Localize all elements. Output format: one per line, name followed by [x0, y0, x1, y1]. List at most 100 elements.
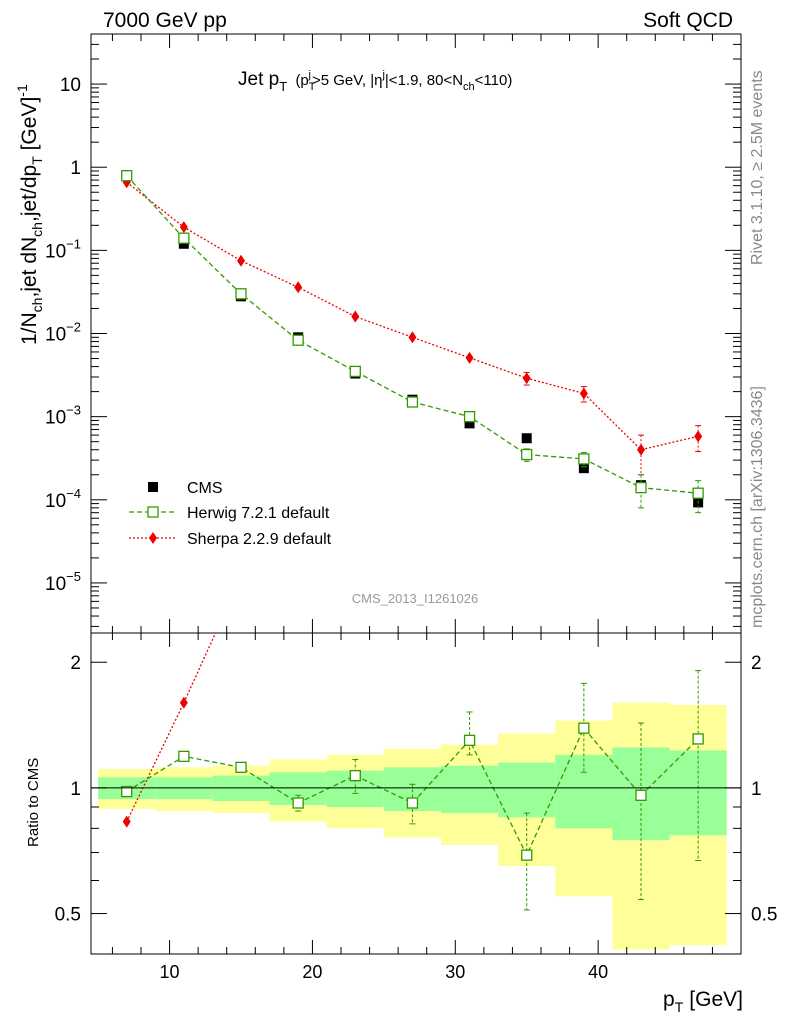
band-inner-bin — [441, 765, 499, 814]
herwig-ratio-point — [235, 761, 247, 773]
sherpa-line — [126, 181, 699, 451]
herwig-ratio-point — [121, 785, 133, 798]
y-tick-label: 10 — [60, 75, 81, 96]
xlabel-unit: [GeV] — [689, 988, 743, 1011]
herwig-ratio-point — [521, 849, 533, 861]
sherpa-ratio-point — [179, 696, 188, 709]
band-inner-bin — [555, 754, 613, 829]
ratio-bands — [98, 702, 727, 950]
ratio-y-label: Ratio to CMS — [25, 758, 42, 847]
herwig-ratio-point — [292, 797, 304, 809]
legend-mark-sherpa — [149, 532, 157, 544]
herwig-point — [692, 487, 704, 499]
herwig-ratio-line — [126, 726, 699, 857]
herwig-ratio-point — [635, 789, 647, 801]
cms-point — [578, 463, 589, 474]
sherpa-point — [694, 430, 703, 443]
legend-marks — [129, 482, 177, 544]
herwig-ratio-point — [349, 769, 361, 782]
legend-mark-cms — [148, 482, 158, 492]
ylabel-c-sub: T — [29, 156, 45, 165]
xlabel-sub: T — [675, 999, 684, 1015]
y-tick-label: 10−5 — [45, 569, 81, 595]
axes: 10 20 30 40 10 1 10−1 10−2 10−3 10−4 10−5 2 2 1 1 0.5 0.… — [45, 33, 777, 982]
herwig-point — [121, 170, 133, 182]
ratio-tick-label-right: 1 — [751, 779, 762, 800]
y-axis-label: 1/Nch,jet dNch,jet/dpT [GeV]-1 — [14, 84, 45, 345]
y-tick-label: 1 — [70, 158, 81, 179]
ratio-series — [121, 571, 704, 911]
herwig-point — [349, 365, 361, 378]
ylabel-b-sub: ch — [29, 222, 45, 237]
sherpa-point — [408, 331, 417, 344]
cms-point — [521, 433, 532, 444]
sherpa-point — [294, 281, 303, 294]
ylabel-d: [GeV] — [18, 97, 41, 157]
sherpa-point — [465, 351, 474, 364]
herwig-point — [406, 396, 419, 408]
ylabel-d-sup: -1 — [14, 84, 30, 97]
title-j1: j — [308, 69, 311, 81]
sherpa-point — [351, 310, 360, 323]
sherpa-point — [522, 372, 531, 385]
x-tick-label: 40 — [588, 962, 608, 982]
legend-mark-herwig — [147, 506, 159, 518]
y-tick-label: 10−3 — [45, 403, 81, 429]
herwig-ratio-point — [406, 797, 419, 809]
title-open: (p — [295, 72, 308, 89]
title-main-sub: T — [279, 79, 287, 94]
side-label-top: Rivet 3.1.10, ≥ 2.5M events — [749, 70, 766, 265]
x-tick-label: 10 — [160, 962, 180, 982]
ratio-tick-label-right: 2 — [751, 653, 762, 674]
plot-title: Jet pT (pTj>5 GeV, |ηj|<1.9, 80<Nch<110) — [238, 69, 512, 96]
y-tick-label: 10−4 — [45, 486, 81, 512]
ratio-frame — [90, 632, 742, 955]
herwig-ratio-point — [463, 734, 476, 746]
title-pt-sub: T — [309, 81, 316, 93]
sherpa-point — [237, 254, 245, 267]
herwig-point — [521, 448, 533, 461]
sherpa-point — [637, 443, 645, 456]
herwig-ratio-point — [578, 722, 590, 734]
analysis-label: CMS_2013_I1261026 — [352, 591, 479, 606]
ratio-tick-label-left: 2 — [70, 653, 81, 674]
sherpa-point — [579, 387, 588, 400]
herwig-point — [463, 410, 476, 423]
header-left: 7000 GeV pp — [103, 9, 227, 32]
title-tail: |<1.9, 80<N — [385, 72, 463, 89]
herwig-line — [126, 175, 699, 494]
side-label-bottom: mcplots.cern.ch [arXiv:1306.3436] — [749, 386, 766, 628]
ylabel-a-sub: ch — [29, 298, 45, 313]
y-tick-label: 10−2 — [45, 320, 81, 346]
x-tick-label: 20 — [302, 962, 322, 982]
ylabel-c: ,jet/dp — [18, 165, 41, 222]
legend-label-herwig: Herwig 7.2.1 default — [187, 505, 330, 522]
band-inner-bin — [498, 762, 556, 818]
herwig-point — [178, 232, 190, 244]
herwig-point — [635, 481, 647, 494]
title-nch-sub: ch — [463, 81, 475, 93]
x-axis-label: pT [GeV] — [663, 988, 743, 1015]
ratio-tick-label-right: 0.5 — [751, 905, 777, 926]
herwig-ratio-point — [178, 750, 190, 763]
title-j2: j — [381, 69, 384, 81]
sherpa-ratio-point — [237, 571, 245, 583]
ratio-tick-label-left: 1 — [70, 779, 81, 800]
herwig-point — [292, 334, 304, 346]
title-main: Jet p — [238, 69, 279, 90]
title-mid: >5 GeV, |η — [312, 72, 382, 89]
y-tick-label: 10−1 — [45, 236, 81, 262]
legend: CMS Herwig 7.2.1 default Sherpa 2.2.9 de… — [129, 480, 332, 548]
title-close: <110) — [475, 72, 513, 89]
sherpa-point — [179, 221, 188, 234]
xlabel-main: p — [663, 988, 675, 1011]
ratio-tick-label-left: 0.5 — [55, 905, 81, 926]
herwig-point — [235, 288, 247, 300]
x-tick-label: 30 — [445, 962, 465, 982]
ylabel-b: ,jet dN — [18, 237, 41, 298]
herwig-ratio-point — [692, 733, 704, 745]
herwig-point — [578, 453, 590, 465]
ylabel-a: 1/N — [18, 312, 41, 345]
legend-label-cms: CMS — [187, 480, 223, 497]
